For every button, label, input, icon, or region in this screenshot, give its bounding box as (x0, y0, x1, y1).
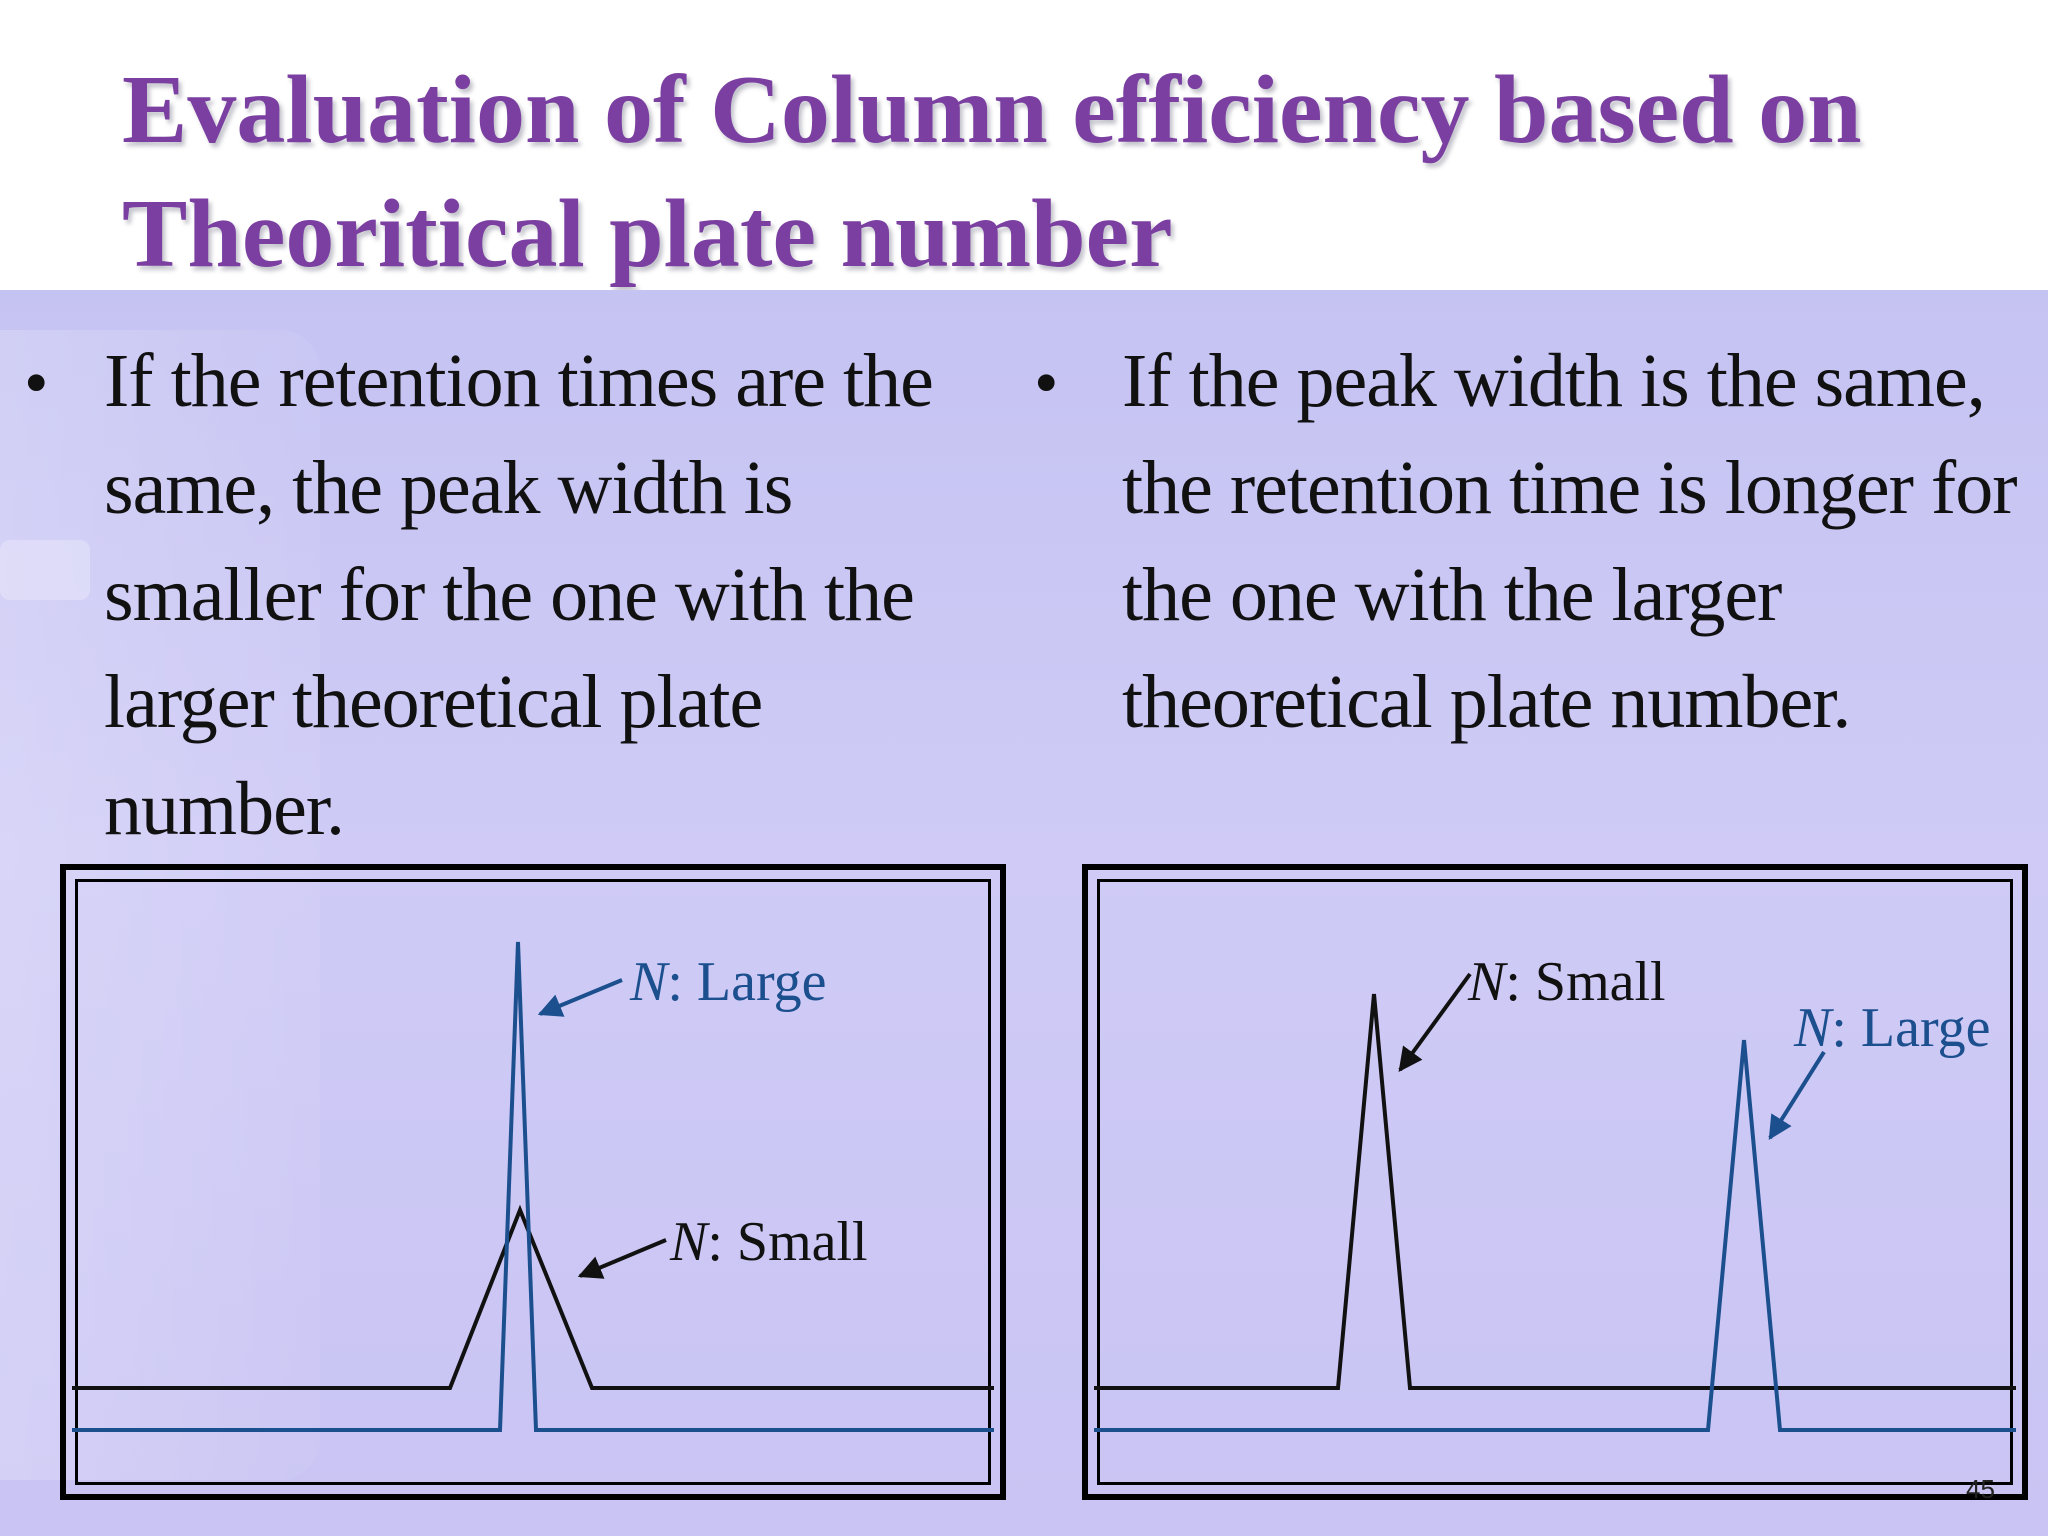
label-n-symbol: N (1468, 951, 1506, 1013)
label-n-small: N: Small (1468, 952, 1666, 1012)
arrow-n-small (577, 1238, 667, 1279)
chromatogram-left-svg (72, 941, 994, 1432)
label-n-text: : Small (707, 1211, 868, 1273)
label-n-symbol: N (630, 951, 668, 1013)
label-n-symbol: N (1794, 997, 1832, 1059)
chromatogram-panel-same-width: N: Small N: Large (1082, 864, 2028, 1500)
bullet-marker-left: • (24, 345, 49, 422)
trace-n-large (1094, 1039, 2016, 1432)
panel-inner-frame (75, 879, 991, 1485)
background-highlight (0, 540, 90, 600)
title-band: Evaluation of Column efficiency based on… (0, 0, 2048, 290)
trace-n-small (72, 1204, 994, 1390)
arrow-n-large (537, 978, 623, 1017)
chromatogram-panel-same-retention: N: Large N: Small (60, 864, 1006, 1500)
arrow-n-large (1768, 1050, 1826, 1141)
label-n-large: N: Large (1794, 998, 1990, 1058)
arrow-n-small (1398, 972, 1472, 1072)
bullet-text-left: If the retention times are the same, the… (104, 339, 934, 851)
page-number: 45 (1966, 1474, 1995, 1504)
slide-content: • If the retention times are the same, t… (0, 290, 2048, 1536)
trace-n-large (72, 941, 994, 1432)
label-n-text: : Small (1505, 951, 1666, 1013)
label-n-large: N: Large (630, 952, 826, 1012)
bullet-marker-right: • (1034, 345, 1059, 422)
label-n-text: : Large (667, 951, 827, 1013)
label-n-small: N: Small (670, 1212, 868, 1272)
chromatogram-right-svg (1094, 972, 2016, 1432)
panel-inner-frame (1097, 879, 2013, 1485)
label-n-text: : Large (1831, 997, 1991, 1059)
slide-title: Evaluation of Column efficiency based on… (122, 56, 1862, 288)
trace-n-small (1094, 993, 2016, 1390)
bullet-text-right: If the peak width is the same, the reten… (1122, 339, 2018, 744)
label-n-symbol: N (670, 1211, 708, 1273)
